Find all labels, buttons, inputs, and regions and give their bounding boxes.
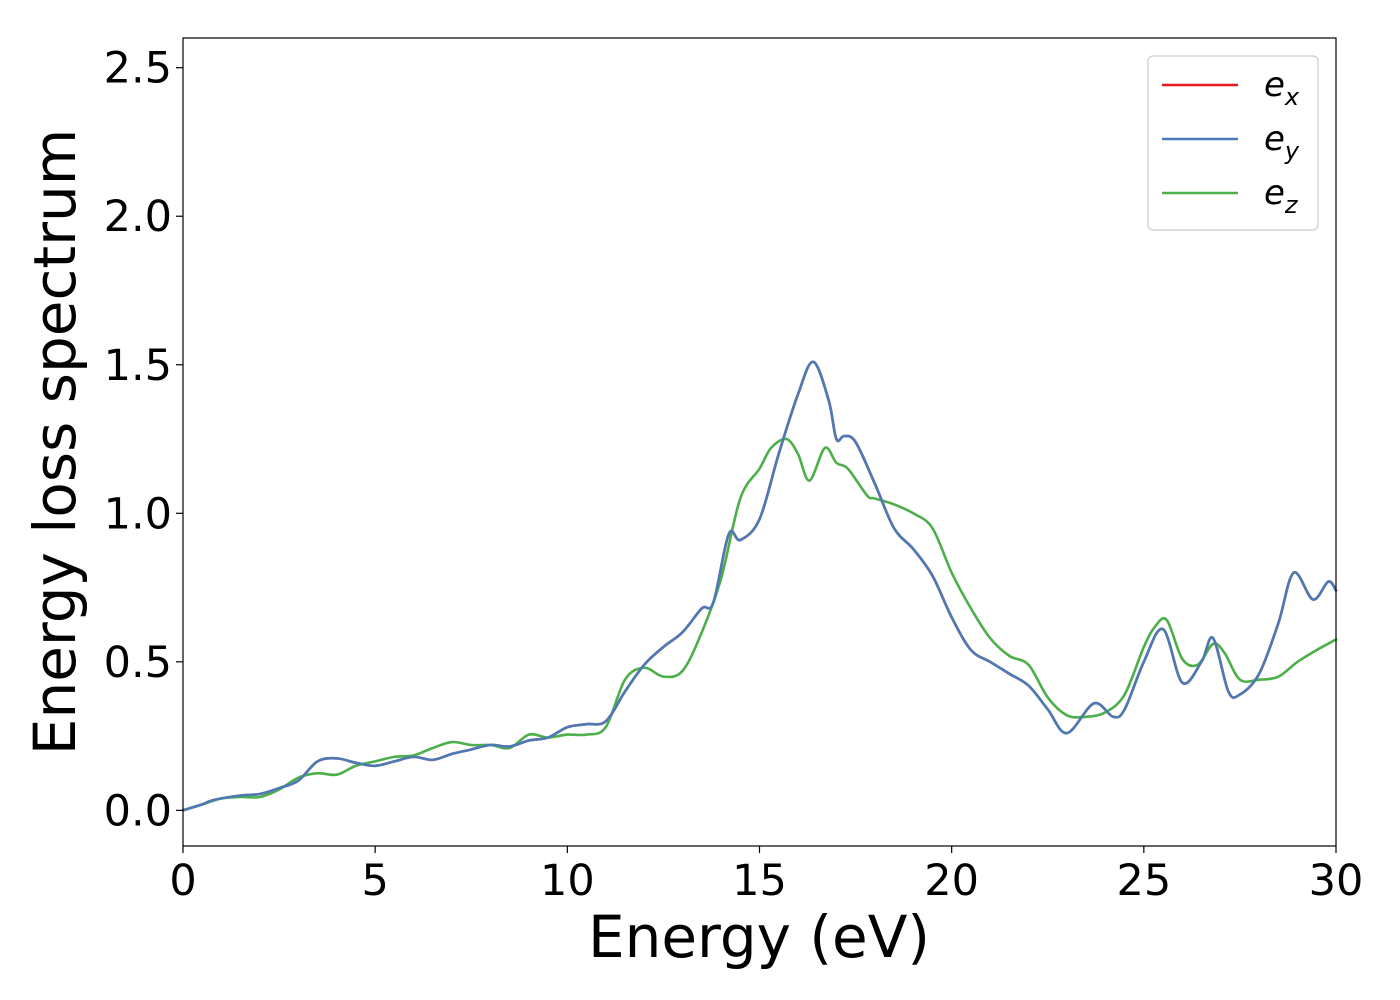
y-tick-label: 1.0	[104, 489, 172, 539]
x-axis: 0 5 10 15 20 25 30	[169, 846, 1363, 906]
series-line-e-z	[181, 437, 1338, 812]
plot-area	[183, 38, 1336, 846]
y-axis: 0.0 0.5 1.0 1.5 2.0 2.5	[104, 44, 183, 836]
y-tick-label: 2.5	[104, 44, 172, 94]
x-tick-label: 0	[169, 856, 196, 906]
x-axis-title: Energy (eV)	[588, 903, 930, 971]
series-line-e-y	[181, 360, 1338, 812]
x-tick-label: 10	[540, 856, 595, 906]
legend-label-subscript: y	[1284, 137, 1300, 165]
y-tick-label: 2.0	[104, 192, 172, 242]
y-tick-label: 0.0	[104, 786, 172, 836]
legend-label-main: e	[1264, 65, 1285, 105]
x-tick-label: 20	[924, 856, 979, 906]
x-tick-label: 30	[1309, 856, 1364, 906]
legend-box	[1147, 55, 1319, 231]
series-layer	[181, 360, 1338, 812]
legend-label-e-x: ex	[1264, 65, 1300, 111]
x-tick-label: 15	[732, 856, 787, 906]
legend-label-main: e	[1264, 173, 1285, 213]
legend-label-e-z: ez	[1264, 173, 1299, 219]
y-axis-title: Energy loss spectrum	[21, 129, 89, 755]
legend-label-subscript: z	[1284, 191, 1299, 219]
legend-label-main: e	[1264, 119, 1285, 159]
x-tick-label: 25	[1116, 856, 1171, 906]
legend-label-subscript: x	[1284, 83, 1300, 111]
y-tick-label: 0.5	[104, 638, 172, 688]
y-tick-label: 1.5	[104, 341, 172, 391]
legend-label-e-y: ey	[1264, 119, 1300, 165]
x-tick-label: 5	[361, 856, 388, 906]
